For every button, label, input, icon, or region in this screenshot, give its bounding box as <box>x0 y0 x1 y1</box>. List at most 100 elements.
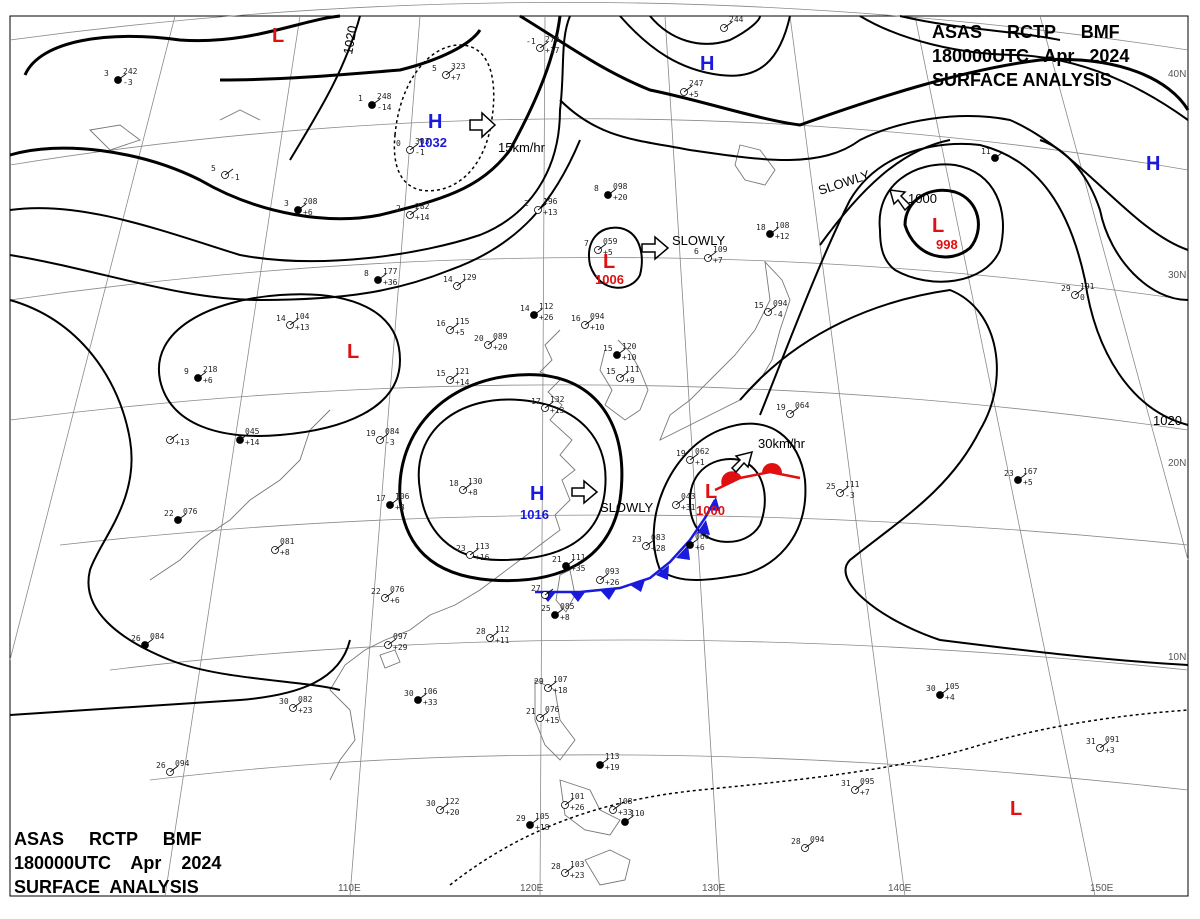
wind-barb <box>939 688 949 696</box>
station-temp: 31 <box>841 779 851 788</box>
coastline-interior <box>149 409 331 581</box>
station-temp: 5 <box>211 164 216 173</box>
station-plot: 16 115 +5 <box>436 317 470 337</box>
station-plot: 8 177 +36 <box>364 267 398 287</box>
station-pressure: 098 <box>613 182 628 191</box>
wind-barb <box>449 323 459 331</box>
station-tendency: +5 <box>455 328 465 337</box>
station-tendency: +1 <box>695 458 705 467</box>
station-temp: 26 <box>131 634 141 643</box>
station-tendency: +33 <box>618 808 633 817</box>
station-tendency: +26 <box>570 803 585 812</box>
warm-front-line <box>714 470 801 492</box>
station-temp: 2 <box>396 204 401 213</box>
wind-barb <box>612 803 622 811</box>
cold-front-barb <box>676 545 690 560</box>
isobar <box>899 15 1061 41</box>
wind-barb <box>854 783 864 791</box>
isobar-label: 1000 <box>908 191 937 206</box>
station-plot: 19 084 -3 <box>366 427 400 447</box>
header-top-right: ASAS RCTP BMF 180000UTC Apr 2024 SURFACE… <box>932 22 1129 90</box>
station-tendency: +14 <box>245 438 260 447</box>
motion-label: 15km/hr <box>498 140 546 155</box>
station-temp: 25 <box>826 482 836 491</box>
cold-front-barb <box>656 565 669 580</box>
latitude-line <box>9 257 1189 301</box>
station-temp: 11 <box>981 147 991 156</box>
station-tendency: +8 <box>560 613 570 622</box>
station-temp: 15 <box>603 344 613 353</box>
station-tendency: +18 <box>535 823 550 832</box>
station-pressure: 177 <box>383 267 398 276</box>
longitude-line <box>164 15 301 897</box>
wind-barb <box>533 308 543 316</box>
station-plot: 23 113 +16 <box>456 542 490 562</box>
station-plot: 25 111 -3 <box>826 480 860 500</box>
station-tendency: +23 <box>298 706 313 715</box>
station-pressure: 089 <box>493 332 508 341</box>
isobar <box>859 15 1189 121</box>
station-plot: 101+26 <box>561 792 585 812</box>
cold-front-barb <box>697 520 710 535</box>
header-line: 180000UTC Apr 2024 <box>14 853 221 873</box>
station-tendency: +5 <box>603 248 613 257</box>
station-plot: 26 094 <box>156 759 190 776</box>
dotted-line <box>449 709 1189 886</box>
station-tendency: +14 <box>415 213 430 222</box>
station-tendency: +19 <box>605 763 620 772</box>
lat-labels: 40N 30N 20N 10N <box>1168 69 1186 663</box>
wind-barb <box>197 371 207 379</box>
station-pressure: 106 <box>423 687 438 696</box>
station-tendency: +36 <box>383 278 398 287</box>
station-temp: 20 <box>474 334 484 343</box>
low-center-symbol: L <box>705 481 717 503</box>
station-temp: 19 <box>676 449 686 458</box>
station-temp: 0 <box>396 139 401 148</box>
isobar-label: 1020 <box>1153 413 1182 428</box>
station-pressure: 093 <box>605 567 620 576</box>
low-center-value: 1000 <box>696 503 725 518</box>
station-plot: 23 167 +5 <box>1004 467 1038 487</box>
station-pressure: 107 <box>553 675 568 684</box>
station-plot: 045+14 <box>236 427 260 447</box>
wind-barb <box>616 348 626 356</box>
station-plot: 110 <box>621 809 645 826</box>
wind-barb <box>387 638 397 646</box>
station-pressure: 043 <box>681 492 696 501</box>
wind-barb <box>544 401 554 409</box>
isobar <box>9 639 351 716</box>
wind-barb <box>529 818 539 826</box>
isobar <box>759 142 1189 426</box>
station-temp: 28 <box>791 837 801 846</box>
cold-front-barb <box>630 580 645 592</box>
longitude-line <box>664 15 721 897</box>
wind-barb <box>683 85 693 93</box>
station-pressure: 108 <box>618 797 633 806</box>
station-plot: 21 076 +15 <box>526 705 560 725</box>
isobars <box>9 14 1190 716</box>
station-temp: 15 <box>754 301 764 310</box>
station-temp: 21 <box>526 707 536 716</box>
station-temp: 29 <box>1061 284 1071 293</box>
station-pressure: 108 <box>775 221 790 230</box>
wind-barb <box>767 305 777 313</box>
station-plot: 29 107 +18 <box>534 675 568 695</box>
wind-barb <box>804 841 814 849</box>
station-tendency: -4 <box>773 310 783 319</box>
wind-barb <box>544 588 554 596</box>
station-tendency: +29 <box>393 643 408 652</box>
station-pressure: 076 <box>183 507 198 516</box>
longitude-line <box>914 15 1096 897</box>
station-tendency: +15 <box>545 716 560 725</box>
low-center-symbol: L <box>347 341 359 363</box>
station-pressure: 091 <box>1105 735 1120 744</box>
station-plot: 15 120 +10 <box>603 342 637 362</box>
wind-barb <box>239 433 249 441</box>
station-plot: 21 111 +35 <box>552 553 586 573</box>
latitude-line <box>109 639 1189 671</box>
station-temp: 23 <box>1004 469 1014 478</box>
station-temp: 19 <box>776 403 786 412</box>
isobar <box>1039 139 1189 301</box>
station-plot: 066+6 <box>686 532 710 552</box>
low-center-value: 998 <box>936 237 958 252</box>
